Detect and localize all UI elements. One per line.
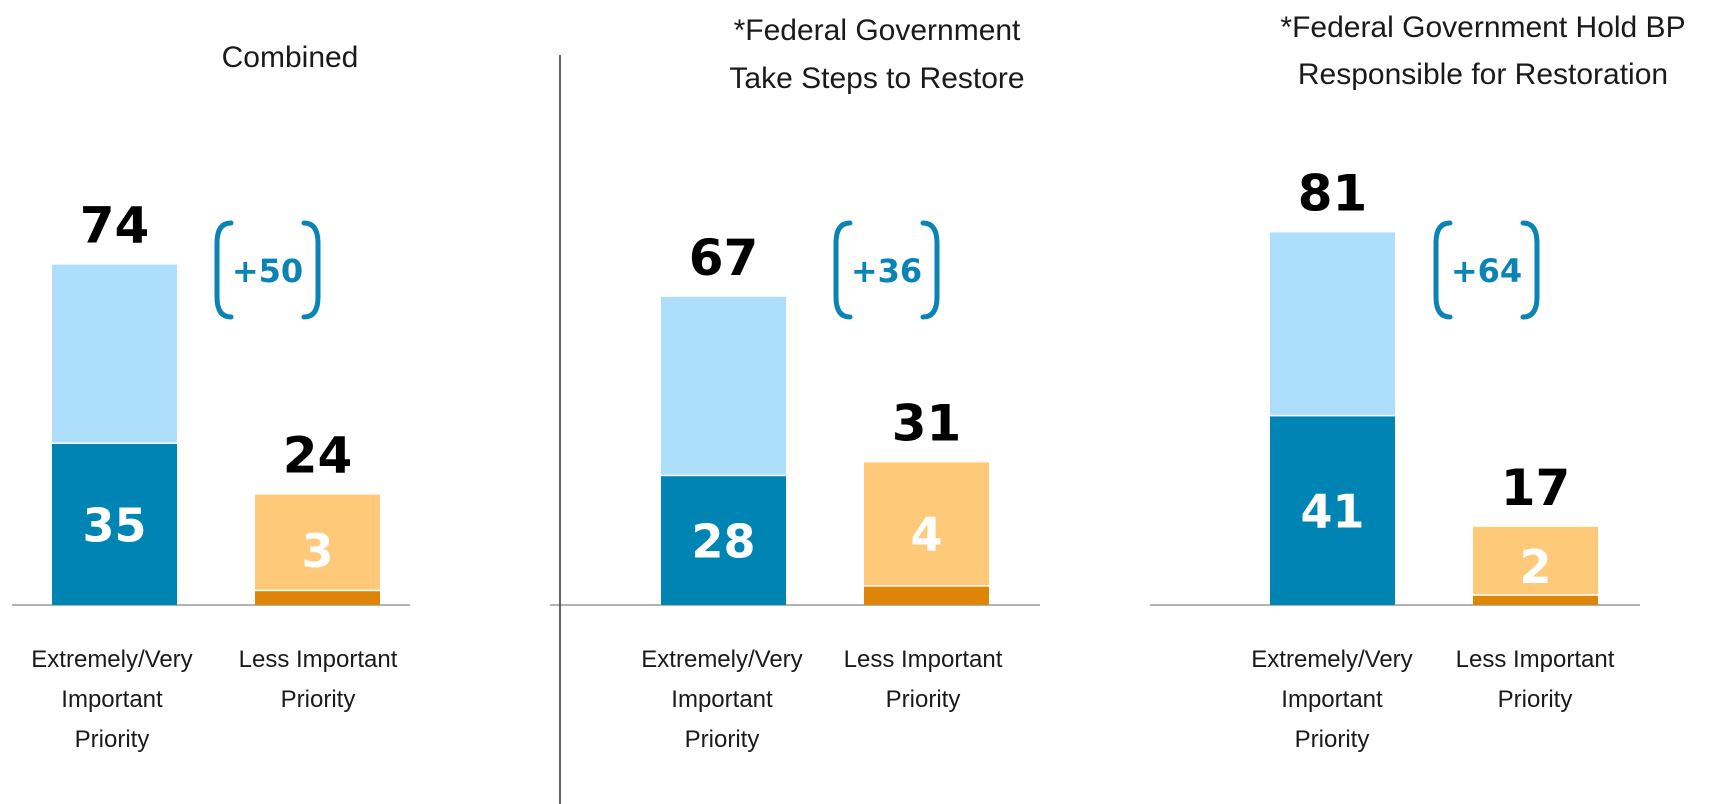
inner-label-2-1: 2 [1519, 540, 1551, 594]
bar-separator-2-0 [1270, 414, 1395, 417]
bracket-left-0 [214, 220, 234, 320]
bar-separator-1-0 [661, 474, 786, 477]
bar-separator-1-1 [864, 585, 989, 588]
bracket-right-0 [301, 220, 321, 320]
total-label-2-0: 81 [1298, 164, 1368, 222]
category-label-2-1-0: Less Important [1456, 646, 1615, 673]
inner-label-2-0: 41 [1300, 485, 1364, 539]
margin-label-1: +36 [851, 252, 922, 290]
bar-inner-0-1 [255, 591, 380, 605]
category-label-2-0-2: Priority [1295, 726, 1370, 753]
margin-label-0: +50 [232, 252, 303, 290]
category-label-2-1-1: Priority [1498, 686, 1573, 713]
panel-title-1-line-0: *Federal Government [734, 14, 1021, 47]
category-label-2-0-1: Important [1281, 686, 1383, 713]
category-label-0-0-2: Priority [75, 726, 150, 753]
bar-inner-2-0 [1270, 416, 1395, 605]
total-label-0-0: 74 [80, 197, 150, 255]
inner-label-1-1: 4 [910, 508, 942, 562]
bar-separator-0-1 [255, 589, 380, 592]
bracket-left-1 [833, 220, 853, 320]
panel-title-1-line-1: Take Steps to Restore [729, 62, 1024, 95]
category-label-1-1-0: Less Important [844, 646, 1003, 673]
category-label-1-0-2: Priority [685, 726, 760, 753]
inner-label-0-1: 3 [301, 524, 333, 578]
bar-inner-2-1 [1473, 595, 1598, 605]
panel-title-2-line-0: *Federal Government Hold BP [1280, 11, 1685, 44]
bracket-left-2 [1433, 220, 1453, 320]
bar-total-2-0 [1270, 232, 1395, 417]
bar-inner-1-0 [661, 476, 786, 605]
bar-separator-2-1 [1473, 594, 1598, 597]
category-label-0-0-0: Extremely/Very [31, 646, 192, 673]
bar-total-0-0 [52, 264, 177, 444]
category-label-2-0-0: Extremely/Very [1251, 646, 1412, 673]
inner-label-0-0: 35 [82, 499, 146, 553]
category-label-0-0-1: Important [61, 686, 163, 713]
bracket-right-2 [1520, 220, 1540, 320]
total-label-1-1: 31 [892, 394, 962, 452]
bar-inner-0-0 [52, 444, 177, 605]
panel-title-0-line-0: Combined [222, 41, 359, 74]
bar-separator-0-0 [52, 442, 177, 445]
inner-label-1-0: 28 [691, 515, 755, 569]
bar-inner-1-1 [864, 586, 989, 605]
total-label-0-1: 24 [283, 427, 353, 485]
total-label-2-1: 17 [1501, 459, 1571, 517]
total-label-1-0: 67 [689, 229, 759, 287]
panel-title-2-line-1: Responsible for Restoration [1298, 58, 1668, 91]
bar-total-1-0 [661, 296, 786, 477]
bracket-right-1 [920, 220, 940, 320]
category-label-1-0-1: Important [671, 686, 773, 713]
margin-label-2: +64 [1451, 252, 1522, 290]
category-label-0-1-1: Priority [281, 686, 356, 713]
category-label-1-0-0: Extremely/Very [641, 646, 802, 673]
category-label-0-1-0: Less Important [239, 646, 398, 673]
category-label-1-1-1: Priority [886, 686, 961, 713]
bar-total-1-1 [864, 462, 989, 587]
bar-total-2-1 [1473, 526, 1598, 596]
bar-total-0-1 [255, 494, 380, 592]
